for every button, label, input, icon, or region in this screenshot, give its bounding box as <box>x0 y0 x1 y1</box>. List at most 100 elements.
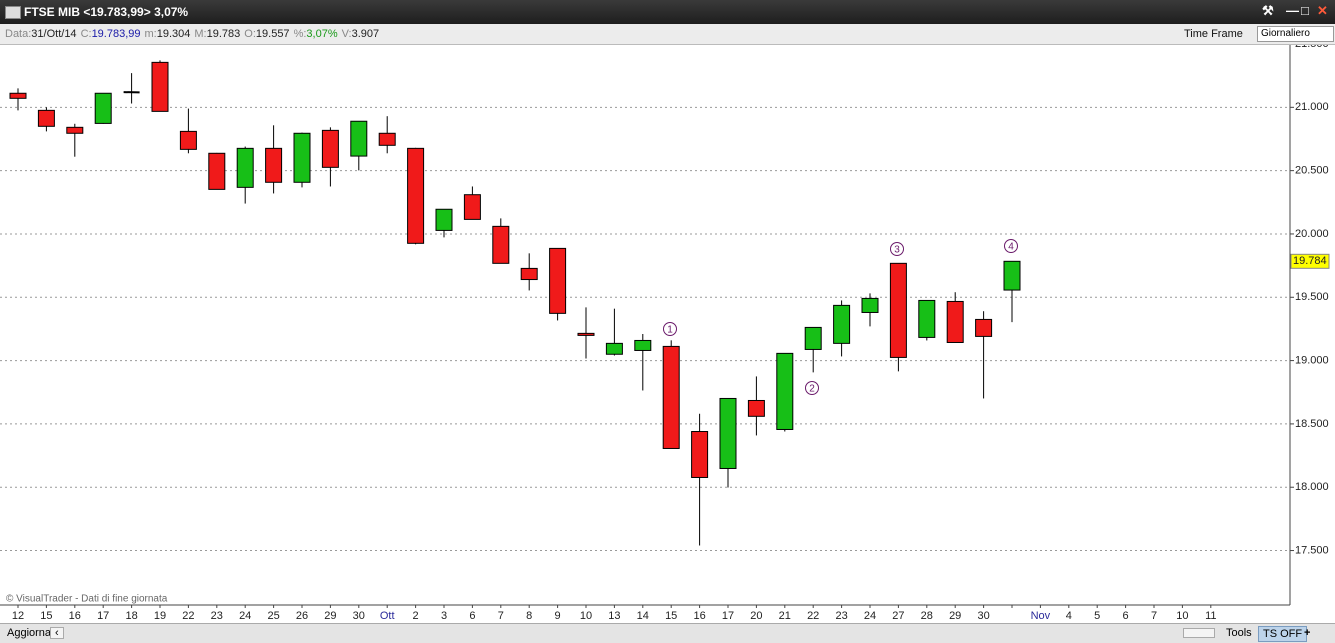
candle-body <box>464 195 480 220</box>
annotation-label: 4 <box>1008 242 1014 253</box>
time-frame-select[interactable]: Giornaliero <box>1257 26 1334 42</box>
info-item: Data:31/Ott/14 <box>5 28 77 40</box>
x-tick-label: 25 <box>267 610 279 622</box>
info-label: Data: <box>5 28 31 40</box>
x-tick-label: 11 <box>1205 610 1216 622</box>
tools-button[interactable]: Tools <box>1222 626 1256 640</box>
x-tick-label: 23 <box>835 610 847 622</box>
candle-body <box>95 93 111 123</box>
x-tick-label: 23 <box>211 610 223 622</box>
info-item: C:19.783,99 <box>81 28 141 40</box>
x-tick-label: 30 <box>353 610 365 622</box>
x-tick-label: 7 <box>498 610 504 622</box>
info-value: 19.304 <box>157 28 191 40</box>
candle-body <box>635 340 651 350</box>
window-title: FTSE MIB <19.783,99> 3,07% <box>24 5 188 19</box>
candle-body <box>322 130 338 167</box>
candle-body <box>436 209 452 230</box>
candle-body <box>38 110 54 126</box>
x-tick-label: 26 <box>296 610 308 622</box>
plot-area <box>0 44 1290 605</box>
candle-body <box>1004 261 1020 290</box>
scroll-thumb[interactable] <box>1183 628 1215 638</box>
candle-body <box>663 346 679 448</box>
scroll-left[interactable]: ‹ <box>50 627 64 639</box>
candle-body <box>777 353 793 429</box>
info-label: V: <box>342 28 352 40</box>
x-tick-label: 20 <box>750 610 762 622</box>
candle-body <box>152 62 168 111</box>
x-tick-label: 27 <box>892 610 904 622</box>
annotation-label: 3 <box>894 245 900 256</box>
chart: 17.50018.00018.50019.00019.50020.00020.5… <box>0 0 1335 623</box>
title-bar: FTSE MIB <19.783,99> 3,07% ⚒ — □ ✕ <box>0 0 1335 24</box>
minimize-button[interactable]: — <box>1286 3 1299 18</box>
y-tick-label: 19.500 <box>1295 291 1329 303</box>
time-frame-value: Giornaliero <box>1261 28 1310 39</box>
close-button[interactable]: ✕ <box>1317 3 1328 19</box>
candle-body <box>606 343 622 354</box>
x-tick-label: 8 <box>526 610 532 622</box>
tools-icon[interactable]: ⚒ <box>1262 3 1274 19</box>
x-tick-label: 3 <box>441 610 447 622</box>
candle-body <box>351 121 367 156</box>
candle-body <box>947 301 963 342</box>
x-tick-label: 15 <box>40 610 52 622</box>
x-tick-label: 2 <box>413 610 419 622</box>
app-icon <box>5 6 21 19</box>
refresh-button[interactable]: Aggiorna <box>3 626 55 640</box>
candle-body <box>862 298 878 312</box>
x-tick-label: 19 <box>154 610 166 622</box>
add-button[interactable]: + <box>1300 626 1314 640</box>
annotation-label: 2 <box>809 384 815 395</box>
x-tick-label: 14 <box>637 610 649 622</box>
x-tick-label: 24 <box>864 610 876 622</box>
info-label: m: <box>145 28 157 40</box>
y-tick-label: 20.000 <box>1295 228 1329 240</box>
candle-body <box>890 263 906 357</box>
candle-body <box>209 153 225 189</box>
y-tick-label: 17.500 <box>1295 544 1329 556</box>
info-value: 31/Ott/14 <box>31 28 76 40</box>
maximize-button[interactable]: □ <box>1301 3 1309 18</box>
candle-body <box>10 93 26 98</box>
x-tick-label: 21 <box>779 610 791 622</box>
x-tick-label: 9 <box>555 610 561 622</box>
x-tick-label: 4 <box>1066 610 1072 622</box>
x-tick-label: 16 <box>69 610 81 622</box>
x-tick-label: 22 <box>182 610 194 622</box>
x-tick-label: 18 <box>125 610 137 622</box>
x-tick-label: 13 <box>608 610 620 622</box>
info-item: M:19.783 <box>194 28 240 40</box>
y-tick-label: 21.000 <box>1295 101 1329 113</box>
annotation-label: 1 <box>667 325 673 336</box>
x-tick-label: 5 <box>1094 610 1100 622</box>
x-tick-label: 22 <box>807 610 819 622</box>
info-label: O: <box>244 28 256 40</box>
x-tick-label: 29 <box>949 610 961 622</box>
x-tick-label: 10 <box>1176 610 1188 622</box>
footer-note: © VisualTrader - Dati di fine giornata <box>6 594 168 605</box>
time-frame-label: Time Frame <box>1184 28 1243 40</box>
x-tick-label: 29 <box>324 610 336 622</box>
info-value: 19.783,99 <box>92 28 141 40</box>
info-value: 3,07% <box>306 28 337 40</box>
candle-body <box>67 127 83 133</box>
candle-body <box>834 305 850 343</box>
x-tick-label: 15 <box>665 610 677 622</box>
candle-body <box>692 432 708 478</box>
x-tick-label: 10 <box>580 610 592 622</box>
y-tick-label: 20.500 <box>1295 165 1329 177</box>
candle-body <box>379 133 395 145</box>
candle-body <box>720 398 736 468</box>
y-tick-label: 18.500 <box>1295 418 1329 430</box>
x-tick-label: 12 <box>12 610 24 622</box>
x-tick-label: 28 <box>921 610 933 622</box>
x-tick-label: Nov <box>1031 610 1051 622</box>
candle-body <box>550 248 566 313</box>
info-label: M: <box>194 28 206 40</box>
candle-body <box>748 400 764 416</box>
x-tick-label: 6 <box>1123 610 1129 622</box>
